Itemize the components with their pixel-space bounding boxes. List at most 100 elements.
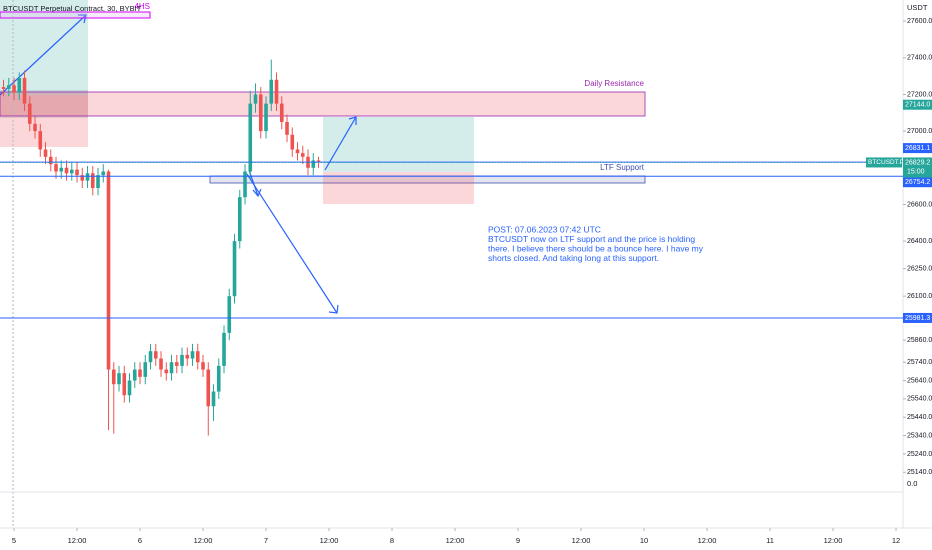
- symbol-label: BTCUSDT.P: [868, 159, 904, 166]
- candle-body: [96, 175, 100, 188]
- x-tick-label: 12:00: [572, 536, 591, 545]
- level-label: 27144.0: [905, 102, 930, 109]
- arrow-head: [78, 14, 87, 24]
- candle-body: [316, 160, 321, 163]
- y-tick-label: 25540.0: [907, 396, 932, 403]
- x-tick-label: 9: [516, 536, 520, 545]
- pattern-label: 4HS: [134, 2, 150, 11]
- candle-body: [6, 85, 11, 89]
- long-zone: [0, 0, 88, 95]
- candle-body: [159, 358, 163, 370]
- y-tick-label: 25860.0: [907, 337, 932, 344]
- candle-body: [69, 169, 74, 174]
- candle-body: [17, 77, 22, 93]
- y-tick-label: 27600.0: [907, 18, 932, 25]
- x-tick-label: 5: [12, 536, 16, 545]
- level-badge: [903, 99, 932, 110]
- candle-body: [264, 103, 268, 132]
- candles: [1, 59, 321, 436]
- y-tick-label: 26400.0: [907, 238, 932, 245]
- arrow-head: [348, 116, 357, 125]
- last-price-badge: [903, 157, 932, 178]
- candle-body: [80, 175, 85, 181]
- candle-body: [248, 103, 253, 172]
- y-tick-label: 25240.0: [907, 451, 932, 458]
- support-label: LTF Support: [600, 163, 645, 172]
- x-tick-label: 10: [640, 536, 648, 545]
- candle-body: [38, 131, 43, 150]
- arrow-line: [324, 116, 357, 171]
- x-tick-label: 12:00: [320, 536, 339, 545]
- candle-body: [211, 391, 216, 407]
- x-tick-label: 12:00: [68, 536, 87, 545]
- candle-body: [22, 77, 27, 104]
- candle-body: [243, 171, 247, 198]
- candle-body: [33, 123, 37, 132]
- x-tick-label: 12: [892, 536, 900, 545]
- candle-body: [237, 197, 242, 242]
- candle-body: [85, 173, 90, 181]
- symbol-badge: [866, 157, 902, 168]
- candle-body: [300, 153, 305, 157]
- candle-body: [148, 351, 153, 363]
- level-badge: [903, 177, 932, 188]
- chart-title: BTCUSDT Perpetual Contract, 30, BYBIT: [3, 4, 142, 13]
- annotation-line: POST: 07.06.2023 07:42 UTC: [488, 224, 601, 234]
- y-tick-label: 25640.0: [907, 377, 932, 384]
- price-axis: [903, 0, 932, 550]
- candle-body: [195, 351, 200, 363]
- gray-zone: [0, 90, 88, 118]
- x-tick-label: 8: [390, 536, 394, 545]
- candle-body: [290, 134, 295, 150]
- resistance-label: Daily Resistance: [584, 79, 644, 88]
- last-price-label: 26829.2: [905, 159, 930, 166]
- x-tick-label: 12:00: [194, 536, 213, 545]
- candle-body: [269, 79, 274, 104]
- candle-body: [311, 160, 316, 168]
- candle-body: [48, 156, 53, 165]
- candle-body: [132, 369, 137, 381]
- candle-body: [274, 79, 279, 104]
- candle-body: [285, 121, 289, 135]
- level-badge: [903, 312, 932, 323]
- candle-body: [143, 362, 148, 377]
- candle-body: [90, 173, 95, 188]
- candle-body: [232, 241, 237, 297]
- x-tick-label: 12:00: [446, 536, 465, 545]
- candle-body: [185, 354, 190, 359]
- y-tick-label: 25340.0: [907, 432, 932, 439]
- candle-body: [59, 167, 64, 172]
- candle-body: [279, 103, 284, 122]
- y-tick-label: 26100.0: [907, 293, 932, 300]
- indicator-label: 0.0: [907, 479, 917, 488]
- annotation-line: shorts closed. And taking long at this s…: [488, 253, 659, 263]
- candle-body: [54, 164, 58, 172]
- x-tick-label: 12:00: [824, 536, 843, 545]
- y-tick-label: 27200.0: [907, 91, 932, 98]
- target-zone: [323, 117, 474, 172]
- level-label: 26754.2: [905, 179, 930, 186]
- candle-body: [1, 87, 6, 89]
- candle-body: [253, 94, 258, 104]
- x-tick-label: 6: [138, 536, 142, 545]
- candle-body: [201, 362, 205, 370]
- level-label: 25981.3: [905, 315, 930, 322]
- candle-body: [164, 369, 169, 374]
- drawings: 4HS Daily Resistance LTF Support: [0, 0, 646, 528]
- candle-body: [101, 171, 106, 176]
- candle-body: [169, 362, 174, 374]
- arrow-line: [246, 173, 338, 314]
- y-tick-label: 25440.0: [907, 414, 932, 421]
- pattern-box: [0, 11, 151, 19]
- candle-body: [227, 296, 232, 333]
- candle-body: [216, 365, 221, 392]
- resistance-zone: [0, 91, 646, 117]
- candle-body: [12, 85, 16, 93]
- arrow-head: [328, 304, 339, 314]
- candle-body: [258, 94, 263, 132]
- y-tick-label: 27000.0: [907, 128, 932, 135]
- y-tick-label: 25140.0: [907, 469, 932, 476]
- candle-body: [117, 373, 121, 385]
- annotation-line: there. I believe there should be a bounc…: [488, 243, 704, 253]
